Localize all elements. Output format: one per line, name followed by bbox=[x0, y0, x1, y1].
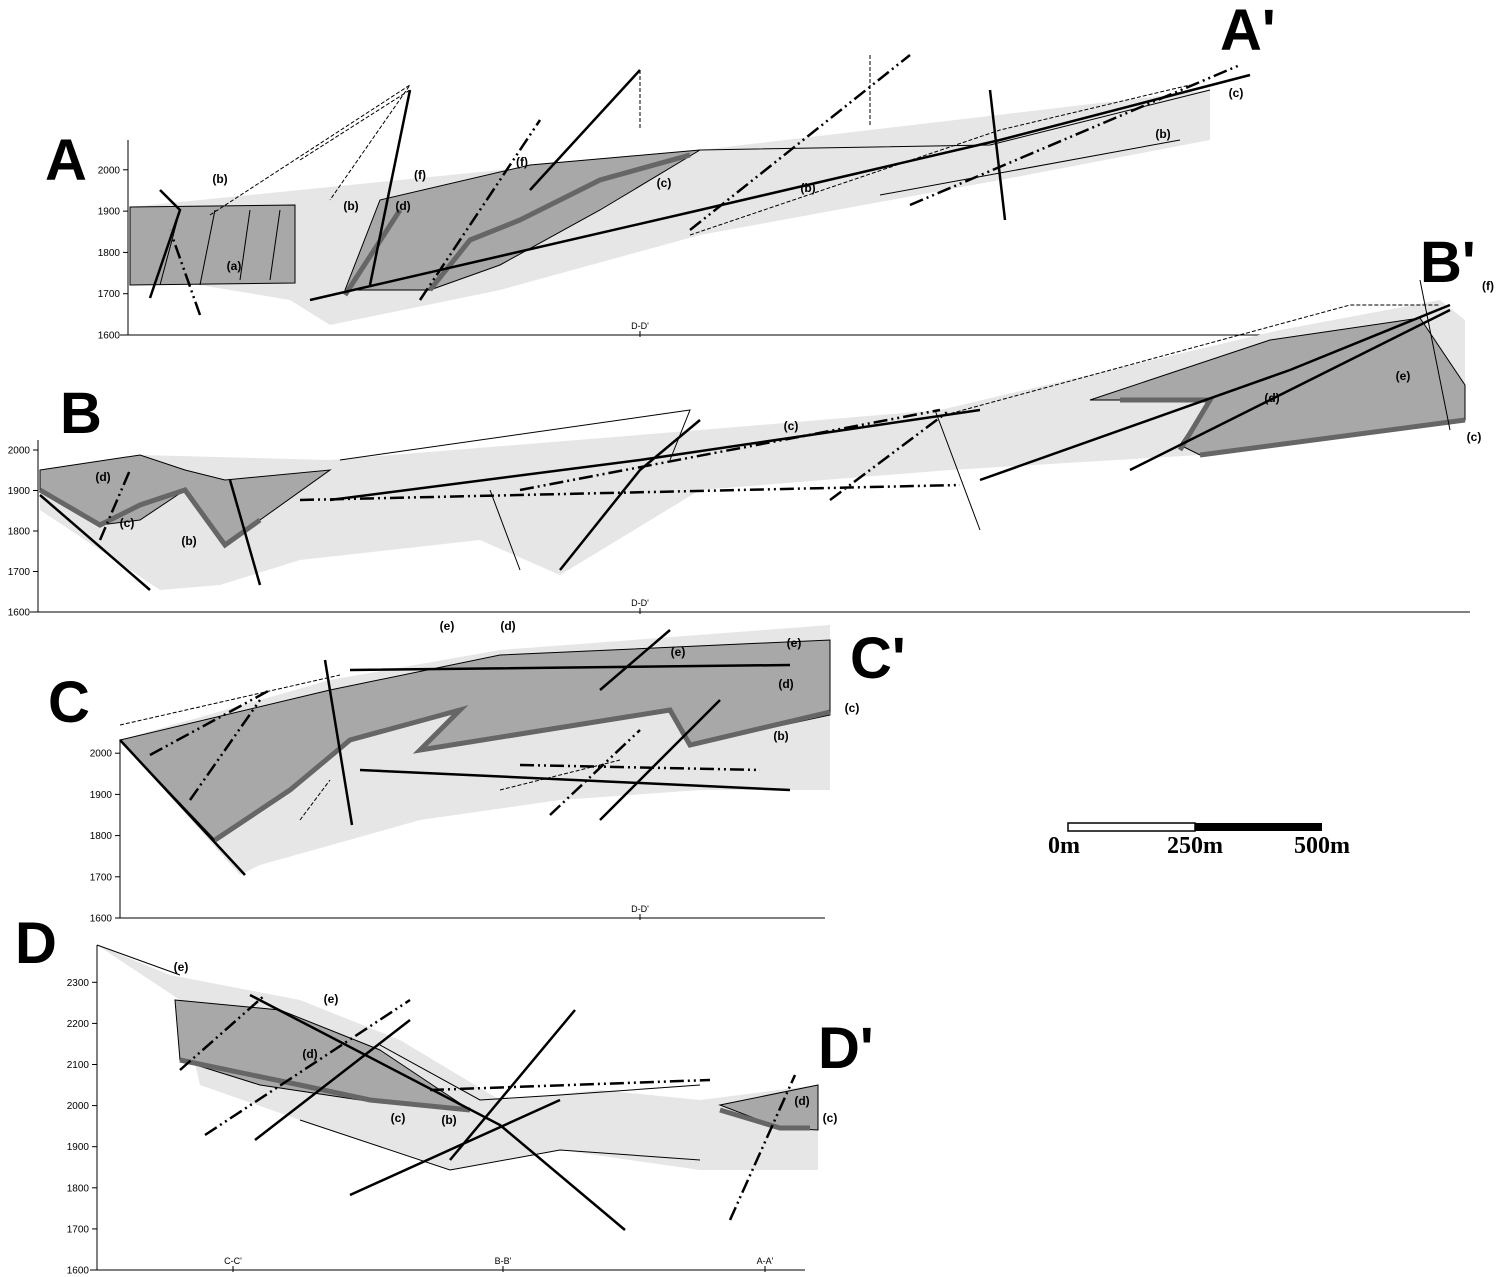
tick-label: 2200 bbox=[67, 1019, 90, 1030]
unit-label: (b) bbox=[441, 1113, 456, 1127]
unit-label: (e) bbox=[671, 645, 686, 659]
unit-label: (d) bbox=[302, 1047, 317, 1061]
section-end-label: D' bbox=[818, 1016, 874, 1081]
section-start-label: A bbox=[45, 128, 87, 193]
tick-label: 1700 bbox=[8, 567, 31, 578]
tick-label: 1800 bbox=[8, 527, 31, 538]
tick-label: 1600 bbox=[98, 331, 121, 342]
unit-label: (d) bbox=[395, 199, 410, 213]
section-end-label: C' bbox=[850, 626, 906, 691]
tick-label: 2000 bbox=[98, 165, 121, 176]
unit-label: (f) bbox=[414, 168, 426, 182]
intersection-marker: D-D' bbox=[631, 321, 649, 331]
section-end-label: A' bbox=[1220, 0, 1276, 63]
tick-label: 2000 bbox=[67, 1101, 90, 1112]
tick-label: 1900 bbox=[8, 486, 31, 497]
tick-label: 2000 bbox=[90, 749, 113, 760]
tick-label: 1700 bbox=[90, 872, 113, 883]
unit-label: (c) bbox=[391, 1111, 406, 1125]
unit-label: (c) bbox=[845, 701, 860, 715]
intersection-marker: B-B' bbox=[495, 1256, 512, 1266]
tick-label: 2100 bbox=[67, 1060, 90, 1071]
section-start-label: D bbox=[15, 911, 57, 976]
intersection-marker: D-D' bbox=[631, 904, 649, 914]
unit-label: (d) bbox=[500, 619, 515, 633]
tick-label: 1900 bbox=[98, 207, 121, 218]
unit-label: (b) bbox=[800, 181, 815, 195]
unit-label: (d) bbox=[95, 470, 110, 484]
unit-label: (b) bbox=[773, 729, 788, 743]
tick-label: 1800 bbox=[90, 831, 113, 842]
unit-label: (f) bbox=[1482, 279, 1494, 293]
unit-label: (e) bbox=[174, 960, 189, 974]
section-b-geology bbox=[30, 280, 1470, 612]
scale-bar bbox=[1068, 823, 1322, 831]
unit-label: (c) bbox=[823, 1111, 838, 1125]
unit-label: (e) bbox=[1396, 369, 1411, 383]
tick-label: 1700 bbox=[67, 1224, 90, 1235]
section-start-label: C bbox=[48, 670, 90, 735]
tick-label: 2300 bbox=[67, 978, 90, 989]
tick-label: 1800 bbox=[67, 1183, 90, 1194]
tick-label: 1600 bbox=[8, 608, 31, 619]
scale-label: 500m bbox=[1294, 833, 1350, 859]
scale-label: 0m bbox=[1048, 833, 1080, 859]
unit-label: (e) bbox=[787, 636, 802, 650]
unit-label: (e) bbox=[440, 619, 455, 633]
tick-label: 1700 bbox=[98, 289, 121, 300]
unit-label: (a) bbox=[227, 259, 242, 273]
unit-label: (c) bbox=[1229, 86, 1244, 100]
section-d-geology bbox=[90, 945, 818, 1270]
unit-label: (c) bbox=[784, 419, 799, 433]
unit-label: (c) bbox=[120, 516, 135, 530]
unit-label: (d) bbox=[778, 677, 793, 691]
unit-label: (b) bbox=[1155, 127, 1170, 141]
tick-label: 1900 bbox=[67, 1142, 90, 1153]
unit-label: (e) bbox=[324, 992, 339, 1006]
tick-label: 1800 bbox=[98, 248, 121, 259]
intersection-marker: A-A' bbox=[757, 1256, 774, 1266]
tick-label: 1600 bbox=[90, 914, 113, 925]
section-c-geology bbox=[115, 625, 830, 918]
scale-label: 250m bbox=[1167, 833, 1223, 859]
unit-label: (c) bbox=[657, 176, 672, 190]
unit-label: (b) bbox=[343, 199, 358, 213]
tick-label: 1900 bbox=[90, 790, 113, 801]
intersection-marker: C-C' bbox=[224, 1256, 242, 1266]
cross-sections: A A' 1600 1700 1800 1900 2000 (b) (f) (f) (b) (d) (c… bbox=[0, 0, 1509, 1277]
tick-label: 1600 bbox=[67, 1266, 90, 1277]
unit-label: (f) bbox=[516, 155, 528, 169]
unit-label: (b) bbox=[212, 172, 227, 186]
unit-label: (b) bbox=[181, 534, 196, 548]
section-start-label: B bbox=[60, 381, 102, 446]
unit-label: (d) bbox=[794, 1094, 809, 1108]
tick-label: 2000 bbox=[8, 446, 31, 457]
intersection-marker: D-D' bbox=[631, 598, 649, 608]
section-a-geology bbox=[120, 55, 1290, 335]
unit-label: (d) bbox=[1264, 391, 1279, 405]
unit-label: (c) bbox=[1467, 430, 1482, 444]
section-end-label: B' bbox=[1420, 230, 1476, 295]
